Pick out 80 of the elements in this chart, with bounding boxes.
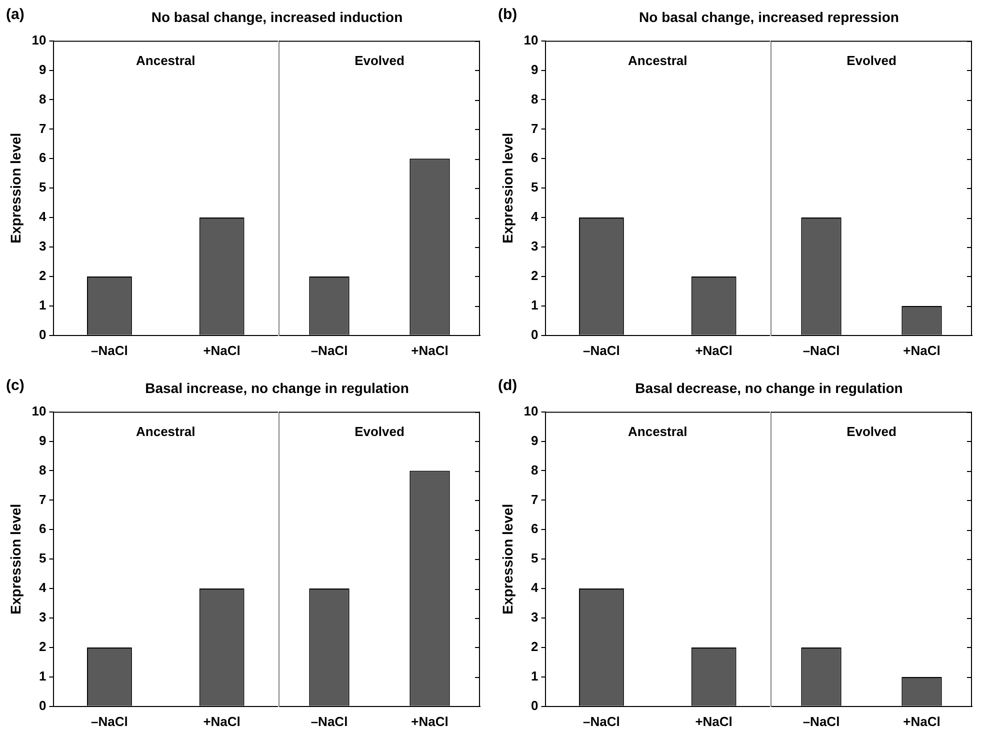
y-tick-label: 0	[531, 326, 538, 342]
y-tick-label: 7	[531, 120, 538, 136]
y-tick-label: 4	[531, 209, 540, 224]
y-tick-label: 10	[32, 403, 46, 418]
y-tick-label: 10	[524, 403, 538, 418]
y-tick-label: 10	[524, 32, 538, 48]
y-tick-label: 1	[39, 298, 46, 313]
chart-title: No basal change, increased induction	[150, 9, 404, 25]
text: (d)	[498, 377, 518, 394]
annotation: Evolved	[354, 52, 404, 68]
y-tick-label: 2	[39, 639, 46, 654]
x-tick-label: +NaCl	[203, 342, 240, 358]
y-tick-label: 2	[531, 639, 538, 654]
y-tick-label: 2	[531, 268, 538, 284]
y-tick-label: 4	[39, 209, 48, 224]
x-tick-label: –NaCl	[310, 342, 348, 358]
x-tick-label: +NaCl	[695, 342, 732, 358]
y-tick-label: 7	[39, 492, 46, 507]
x-tick-label: –NaCl	[583, 714, 620, 729]
y-tick-label: 1	[531, 668, 538, 684]
y-tick-label: 9	[39, 432, 46, 448]
x-tick-label: +NaCl	[203, 714, 240, 729]
y-tick-label: 6	[531, 150, 538, 166]
x-tick-label: +NaCl	[411, 342, 448, 358]
y-tick-label: 0	[39, 698, 46, 713]
y-tick-label: 5	[39, 180, 46, 195]
x-tick-label: –NaCl	[91, 714, 128, 729]
y-tick-label: 8	[39, 462, 46, 478]
chart-title: Basal increase, no change in regulation	[144, 380, 410, 396]
text: (b)	[498, 6, 518, 23]
annotation: Ancestral	[136, 424, 196, 439]
x-tick-label: –NaCl	[583, 342, 620, 358]
y-tick-label: 6	[531, 521, 538, 536]
y-tick-label: 7	[531, 492, 538, 507]
y-tick-label: 9	[531, 432, 538, 448]
chart-title: Basal decrease, no change in regulation	[634, 380, 904, 396]
y-tick-label: 9	[39, 62, 46, 77]
y-tick-label: 4	[39, 580, 48, 596]
chart-title: No basal change, increased repression	[638, 9, 900, 25]
y-tick-label: 0	[531, 698, 538, 713]
x-tick-label: –NaCl	[802, 714, 840, 729]
y-tick-label: 5	[39, 550, 46, 566]
y-tick-label: 6	[39, 521, 46, 536]
annotation: Evolved	[354, 424, 404, 439]
y-tick-label: 8	[39, 91, 46, 106]
annotation: Ancestral	[628, 52, 688, 68]
x-tick-label: –NaCl	[802, 342, 840, 358]
y-tick-label: 6	[39, 150, 46, 166]
y-tick-label: 7	[39, 120, 46, 136]
y-tick-label: 3	[39, 610, 46, 625]
x-tick-label: +NaCl	[695, 714, 732, 729]
y-tick-label: 4	[531, 580, 540, 596]
y-axis-title: Expression level	[7, 132, 24, 244]
text: (c)	[6, 377, 24, 394]
y-tick-label: 1	[39, 668, 46, 684]
x-tick-label: –NaCl	[310, 714, 348, 729]
y-tick-label: 1	[531, 298, 538, 313]
x-tick-label: +NaCl	[411, 714, 448, 729]
annotation: Evolved	[846, 424, 896, 439]
y-tick-label: 3	[531, 610, 538, 625]
y-tick-label: 2	[39, 268, 46, 284]
y-axis-title: Expression level	[7, 504, 24, 614]
y-axis-title: Expression level	[499, 132, 516, 244]
annotation: Ancestral	[136, 52, 196, 68]
y-tick-label: 5	[531, 180, 538, 195]
y-tick-label: 8	[531, 462, 538, 478]
x-tick-label: –NaCl	[91, 342, 128, 358]
annotation: Ancestral	[628, 424, 688, 439]
y-tick-label: 3	[531, 238, 538, 254]
text: (a)	[6, 6, 24, 23]
annotation: Evolved	[846, 52, 896, 68]
y-axis-title: Expression level	[499, 504, 516, 614]
y-tick-label: 10	[32, 32, 46, 48]
y-tick-label: 9	[531, 62, 538, 77]
x-tick-label: +NaCl	[903, 714, 940, 729]
y-tick-label: 0	[39, 326, 46, 342]
y-tick-label: 8	[531, 91, 538, 106]
y-tick-label: 5	[531, 550, 538, 566]
x-tick-label: +NaCl	[903, 342, 940, 358]
y-tick-label: 3	[39, 238, 46, 254]
